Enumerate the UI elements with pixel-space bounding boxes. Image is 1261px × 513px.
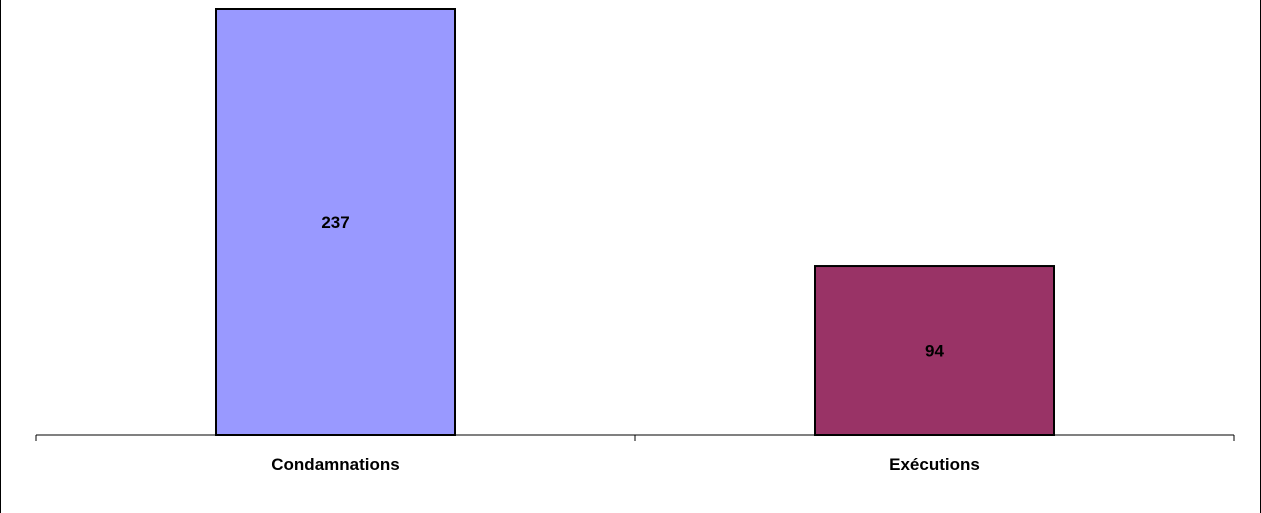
data-label-1: 237 [321,213,349,232]
x-tick-label-1: Condamnations [271,455,399,474]
bar-2 [814,265,1055,436]
data-label-2: 94 [925,342,944,361]
x-tick-label-2: Exécutions [889,455,980,474]
x-axis [35,434,1235,441]
labels-layer: 237 Condamnations 94 Exécutions [271,213,980,474]
bars-layer [215,8,1055,436]
bar-1 [215,8,456,436]
